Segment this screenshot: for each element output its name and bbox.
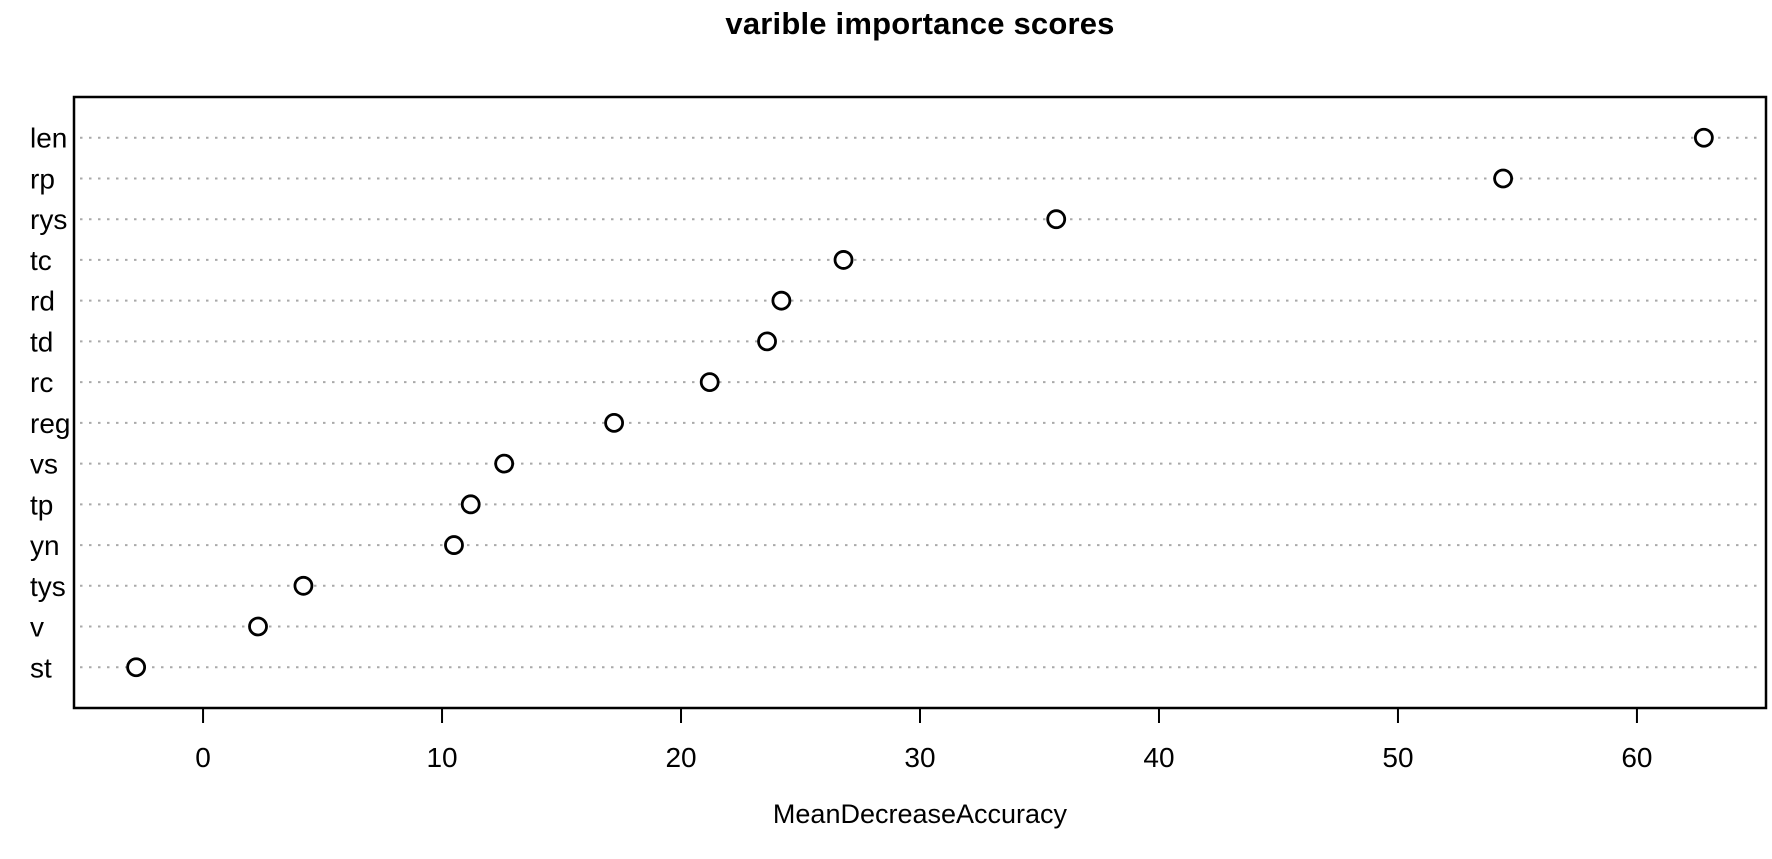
data-point bbox=[1046, 209, 1067, 230]
y-axis-label: v bbox=[30, 612, 44, 643]
x-tick-label: 40 bbox=[1143, 742, 1174, 773]
data-point bbox=[1693, 127, 1714, 148]
y-axis-label: tp bbox=[30, 489, 53, 520]
y-axis-label: rp bbox=[30, 163, 55, 194]
y-axis-label: rc bbox=[30, 367, 53, 398]
y-axis-label: tys bbox=[30, 571, 66, 602]
y-axis-label: len bbox=[30, 123, 67, 154]
y-axis-label: rys bbox=[30, 204, 67, 235]
y-axis-label: rd bbox=[30, 286, 55, 317]
y-axis-label: tc bbox=[30, 245, 52, 276]
data-point bbox=[460, 494, 481, 515]
x-tick-label: 30 bbox=[904, 742, 935, 773]
plot-box bbox=[72, 95, 1768, 710]
y-axis-label: st bbox=[30, 652, 52, 683]
x-axis-title: MeanDecreaseAccuracy bbox=[772, 799, 1068, 829]
x-tick-label: 10 bbox=[426, 742, 457, 773]
y-axis-label: yn bbox=[30, 530, 60, 561]
data-point bbox=[833, 250, 854, 270]
data-point bbox=[1493, 168, 1514, 189]
data-point bbox=[771, 290, 792, 311]
data-point bbox=[126, 657, 147, 678]
y-axis-label: td bbox=[30, 326, 53, 357]
data-point bbox=[604, 412, 625, 433]
data-point bbox=[699, 372, 720, 393]
data-point bbox=[757, 331, 777, 352]
x-tick-label: 60 bbox=[1621, 742, 1652, 773]
data-point bbox=[444, 535, 464, 555]
data-point bbox=[293, 575, 314, 596]
y-axis-label: reg bbox=[30, 408, 70, 439]
data-point bbox=[248, 616, 268, 637]
chart-title: varible importance scores bbox=[725, 6, 1115, 41]
y-axis-label: vs bbox=[30, 449, 58, 480]
x-tick-label: 0 bbox=[195, 742, 211, 773]
x-tick-label: 50 bbox=[1382, 742, 1413, 773]
data-point bbox=[494, 453, 515, 474]
x-tick-label: 20 bbox=[665, 742, 696, 773]
